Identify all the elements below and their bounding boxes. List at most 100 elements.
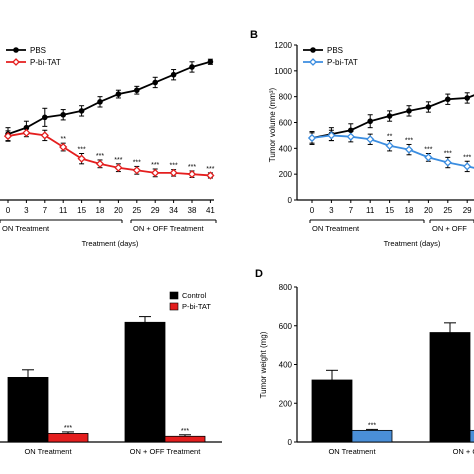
panel-d-y-axis-label: Tumor weight (mg) [259,331,268,398]
panel-b-y-tick-label: 1000 [274,67,292,76]
panel-a-series-0-line [7,60,211,135]
panel-a-point-treated [59,142,68,152]
panel-d-y-tick-label: 0 [288,438,293,447]
panel-a-x-tick-label: 11 [59,206,68,215]
panel-b-point-treated [385,141,394,150]
panel-b-line-chart: B Tumor volume (mm³) 0200400600800100012… [250,29,474,248]
panel-c-significance-label: *** [64,425,72,432]
panel-b-x-tick-label: 15 [385,206,394,215]
panel-a-significance-label: *** [170,163,178,170]
panel-b-legend-marker [310,47,316,53]
panel-d-y-tick-label: 400 [279,361,293,370]
panel-a-point-pbs [78,108,85,114]
panel-a-point-pbs [134,87,140,94]
panel-a-x-tick-label: 20 [114,206,123,215]
panel-b-legend-label: PBS [327,46,343,55]
panel-b-x-tick-label: 11 [366,206,375,215]
panel-b-x-tick-label: 25 [443,206,452,215]
panel-b-point-pbs [386,113,393,119]
panel-c-legend-swatch [169,302,179,311]
panel-c-legend-label: Control [182,291,207,300]
panel-b-point-pbs [406,108,412,114]
panel-d-category-label: ON + OFF [453,447,474,456]
panel-b-x-tick-label: 20 [424,206,433,215]
panel-b-y-tick-label: 0 [288,196,293,205]
panel-a-point-pbs [60,111,66,118]
panel-a-x-tick-label: 7 [43,206,48,215]
panel-b-legend-marker [309,58,317,66]
panel-b-point-pbs [464,95,471,101]
panel-a-legend-marker [13,47,19,53]
panel-b-y-tick-label: 200 [279,170,293,179]
panel-b-point-treated [307,133,317,143]
panel-c-significance-label: *** [181,428,189,435]
panel-a-series-1-line [7,131,211,177]
panel-a-point-treated [3,131,13,141]
panel-b-point-pbs [425,104,432,110]
panel-a-x-tick-label: 18 [96,206,105,215]
panel-d-letter: D [255,268,263,280]
panel-a-point-treated [151,168,160,177]
panel-b-point-pbs [445,96,451,103]
panel-a-point-treated [77,154,86,163]
panel-b-letter: B [250,29,258,41]
panel-a-x-tick-label: 25 [132,206,141,215]
panel-a-legend-marker [12,58,20,66]
panel-a-point-treated [187,170,197,179]
panel-b-phase-label: ON Treatment [312,224,360,233]
panel-b-x-axis-label: Treatment (days) [384,239,441,248]
panel-b-point-treated [404,145,414,154]
panel-c-category-label: ON Treatment [24,447,72,456]
panel-a-point-treated [114,163,123,172]
panel-b-phase-label: ON + OFF [432,224,467,233]
panel-b-point-treated [424,153,433,162]
panel-a-legend-label: PBS [30,46,46,55]
panel-b-y-tick-label: 600 [279,119,293,128]
panel-a-x-tick-label: 38 [188,206,197,215]
panel-d-significance-label: *** [368,422,376,429]
panel-d-bar-treated [469,429,474,443]
panel-b-point-treated [327,131,336,140]
panel-b-y-tick-label: 1200 [274,41,292,50]
panel-a-x-tick-label: 34 [169,206,178,215]
panel-b-significance-label: *** [405,137,413,144]
panel-c-category-label: ON + OFF Treatment [130,447,202,456]
panel-d-bar-control [311,379,353,443]
panel-d-y-tick-label: 600 [279,322,293,331]
panel-a-point-treated [206,171,215,180]
panel-a-point-treated [95,159,105,168]
panel-a-point-pbs [115,91,122,97]
panel-b-point-treated [463,162,472,171]
panel-c-bar-treated [47,433,89,443]
panel-a-legend-label: P-bi-TAT [30,58,61,67]
panel-a-point-pbs [189,64,195,70]
panel-c-legend-label: P-bi-TAT [182,302,211,311]
panel-b-point-treated [346,132,355,141]
panel-a-point-pbs [207,58,214,65]
panel-a-point-pbs [42,114,48,121]
panel-a-point-pbs [170,71,177,78]
panel-b-x-tick-label: 0 [310,206,315,215]
panel-a-x-tick-label: 29 [151,206,160,215]
panel-a-point-treated [40,131,49,140]
panel-a-x-tick-label: 41 [206,206,215,215]
panel-a-x-tick-label: 0 [6,206,11,215]
panel-b-legend-label: P-bi-TAT [327,58,358,67]
panel-d-bar-treated [351,429,393,443]
panel-a-point-pbs [152,79,158,86]
panel-b-point-pbs [367,118,374,125]
panel-a-phase-label: ON + OFF Treatment [133,224,205,233]
panel-b-significance-label: *** [444,150,452,157]
panel-c-bar-control [124,321,166,443]
panel-b-series-0-line [311,94,474,139]
panel-b-x-tick-label: 3 [329,206,334,215]
panel-a-point-treated [132,166,141,175]
panel-c-bar-control [7,376,49,443]
panel-b-y-tick-label: 800 [279,93,293,102]
panel-a-x-tick-label: 3 [24,206,29,215]
panel-b-point-treated [443,158,452,167]
panel-a-significance-label: *** [206,166,214,173]
panel-c-bar-chart: *** ON Treatment *** ON + OFF Treatment Cont… [0,291,222,456]
panel-b-x-tick-label: 7 [349,206,354,215]
